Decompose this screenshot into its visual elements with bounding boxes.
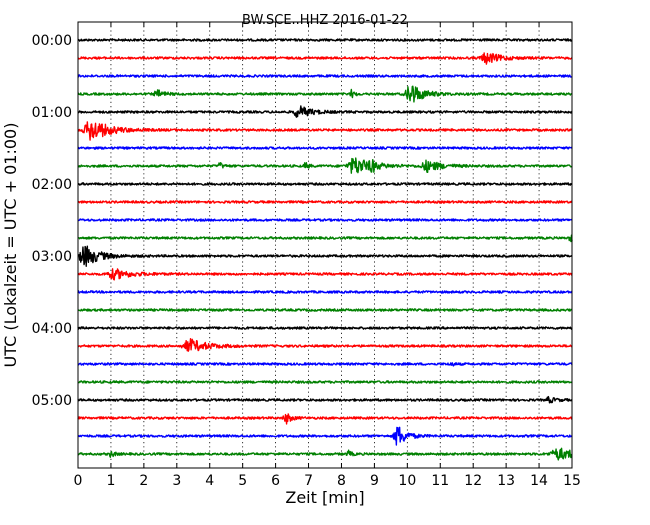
x-tick-label: 13 [497,473,515,489]
x-tick-label: 9 [370,473,379,489]
trace-line [77,52,573,65]
trace-line [77,308,573,312]
trace-line [77,146,573,150]
trace-line [77,268,573,281]
x-tick-label: 14 [530,473,548,489]
y-tick-label: 04:00 [32,321,72,337]
trace-line [77,326,573,330]
trace-line [77,413,573,425]
trace-line [77,362,573,367]
x-tick-label: 1 [106,473,115,489]
x-tick-label: 15 [563,473,581,489]
y-tick-label: 05:00 [32,393,72,409]
x-axis-label: Zeit [min] [285,488,364,507]
plot-frame [77,21,573,469]
x-tick-label: 11 [431,473,449,489]
y-tick-label: 03:00 [32,249,72,265]
trace-line [77,245,573,267]
x-tick-label: 3 [172,473,181,489]
y-axis: 00:00 01:00 02:00 03:00 04:00 05:00 [32,33,572,409]
trace-line [77,290,573,294]
y-tick-label: 00:00 [32,33,72,49]
y-axis-label: UTC (Lokalzeit = UTC + 01:00) [1,123,20,368]
trace-line [77,74,573,78]
y-tick-label: 01:00 [32,105,72,121]
trace-line [77,85,573,103]
trace-layer [77,38,573,461]
trace-line [77,447,573,461]
grid-layer [110,22,540,468]
x-axis: 0 1 2 3 4 5 6 7 8 9 10 11 12 13 14 15 [74,22,581,489]
x-tick-label: 4 [205,473,214,489]
trace-line [77,426,573,446]
trace-line [77,182,573,186]
x-tick-label: 5 [238,473,247,489]
x-tick-label: 10 [398,473,416,489]
trace-line [77,380,573,384]
y-tick-label: 02:00 [32,177,72,193]
x-tick-label: 7 [304,473,313,489]
trace-line [77,105,573,118]
chart-title: BW.SCE..HHZ 2016-01-22 [242,13,408,28]
trace-line [77,157,573,174]
trace-line [77,200,573,204]
x-tick-label: 8 [337,473,346,489]
trace-line [77,121,573,141]
trace-line [77,218,573,222]
x-tick-label: 12 [464,473,482,489]
trace-line [77,338,573,352]
trace-line [77,234,573,243]
x-tick-label: 2 [139,473,148,489]
x-tick-label: 0 [74,473,83,489]
x-tick-label: 6 [271,473,280,489]
trace-line [77,395,573,404]
trace-line [77,38,573,42]
